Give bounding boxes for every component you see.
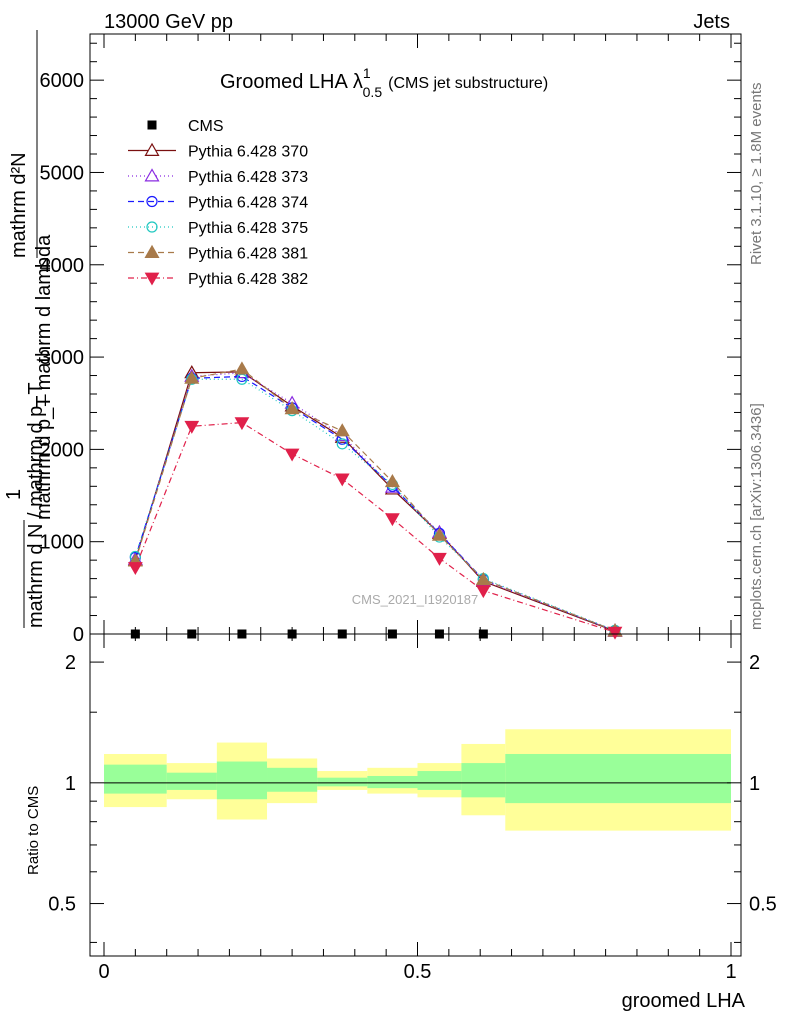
ratio-ytick-label-right: 2: [749, 652, 760, 674]
legend-marker: [144, 272, 160, 286]
data-point: [334, 423, 350, 437]
data-point: [127, 562, 143, 576]
main-ytick-label: 4000: [40, 255, 85, 277]
main-ylabel: mathrm d²N mathrm d p_T mathrm d lambda …: [3, 30, 55, 628]
data-point: [607, 626, 623, 640]
legend-marker: [147, 120, 157, 130]
data-point: [184, 370, 200, 384]
ylabel-line-3: 1: [3, 489, 25, 500]
plot-title-superscript: 1: [363, 65, 371, 81]
header-right: Jets: [693, 11, 730, 33]
plot-title-subscript: 0.5: [363, 84, 383, 100]
ratio-plot-frame: [89, 633, 742, 957]
xtick-label: 0.5: [404, 961, 432, 983]
data-point: [234, 361, 250, 375]
data-point: [184, 420, 200, 434]
legend-item: Pythia 6.428 381: [128, 244, 308, 263]
legend-item: Pythia 6.428 373: [128, 168, 308, 186]
mcplots-label: mcplots.cern.ch [arXiv:1306.3436]: [748, 403, 765, 630]
plot-title: Groomed LHA λ1 0.5 (CMS jet substructure): [220, 65, 548, 100]
data-point: [475, 585, 491, 599]
legend-label: Pythia 6.428 373: [188, 169, 308, 186]
legend-label: CMS: [188, 118, 224, 135]
plot-title-text: Groomed LHA: [220, 71, 348, 93]
legend-label: Pythia 6.428 374: [188, 195, 308, 212]
ratio-ytick-label-right: 1: [749, 773, 760, 795]
xtick-label: 1: [725, 961, 736, 983]
ratio-band-inner: [417, 771, 462, 790]
legend-item: Pythia 6.428 375: [128, 220, 308, 237]
main-plot-panel: 1000 2000 3000 4000 5000 6000 0 CMS_2021_I1920…: [3, 30, 742, 646]
legend-marker: [144, 142, 160, 156]
legend-marker: [146, 221, 158, 233]
legend-label: Pythia 6.428 370: [188, 144, 308, 161]
ratio-ytick-label: 2: [65, 652, 76, 674]
ratio-band-inner: [267, 767, 318, 792]
legend-label: Pythia 6.428 382: [188, 271, 308, 288]
plot-title-symbol: λ: [353, 71, 363, 93]
data-point: [236, 373, 248, 385]
ratio-band-inner: [505, 753, 731, 804]
data-point: [431, 527, 447, 541]
main-ytick-label: 2000: [40, 439, 85, 461]
data-point: [334, 473, 350, 487]
legend-marker: [146, 195, 158, 208]
data-point: [384, 473, 400, 488]
legend-label: Pythia 6.428 375: [188, 220, 308, 237]
ylabel-line-2: mathrm d p_T mathrm d lambda: [33, 234, 55, 520]
rivet-label: Rivet 3.1.10, ≥ 1.8M events: [748, 83, 765, 266]
ratio-ytick-label-right: 0.5: [749, 894, 777, 916]
ratio-band-inner: [367, 775, 418, 789]
main-ytick-label: 0: [73, 624, 84, 646]
main-ytick-label: 1000: [40, 532, 85, 554]
legend-item: CMS: [147, 118, 224, 135]
main-ytick-label: 6000: [40, 70, 85, 92]
data-point: [284, 448, 300, 462]
plot-title-note: (CMS jet substructure): [388, 75, 548, 92]
data-point: [234, 417, 250, 431]
ratio-band-inner: [317, 777, 368, 787]
ratio-ylabel: Ratio to CMS: [25, 786, 42, 875]
ylabel-line-1: mathrm d²N: [8, 152, 30, 258]
legend-marker: [144, 168, 160, 182]
legend: CMS Pythia 6.428 370 Pythia 6.428 373 Pythi…: [128, 118, 308, 288]
ylabel-line-4: mathrm d N / mathrm d p_T: [25, 382, 47, 628]
xtick-label: 0: [98, 961, 109, 983]
data-point: [432, 552, 447, 566]
data-point: [336, 438, 348, 450]
legend-item: Pythia 6.428 374: [128, 195, 308, 212]
ratio-band-inner: [104, 764, 167, 794]
ratio-band-inner: [216, 761, 268, 800]
legend-marker: [144, 244, 160, 258]
header-left: 13000 GeV pp: [104, 11, 233, 33]
ratio-plot-panel: 0.5 0.5 1 1 2 2 0 0.5 1 Ratio to CMS groomed LH…: [25, 633, 777, 1012]
ratio-band-inner: [166, 772, 217, 790]
x-axis-label: groomed LHA: [622, 990, 746, 1012]
ratio-ytick-label: 0.5: [48, 894, 76, 916]
series-6: [127, 417, 623, 640]
legend-item: Pythia 6.428 382: [128, 271, 308, 288]
legend-label: Pythia 6.428 381: [188, 246, 308, 263]
ratio-ytick-label: 1: [65, 773, 76, 795]
data-point: [284, 401, 300, 415]
data-point: [475, 571, 491, 586]
watermark: CMS_2021_I1920187: [352, 592, 479, 607]
legend-item: Pythia 6.428 370: [128, 142, 308, 161]
main-ytick-label: 3000: [40, 347, 85, 369]
data-point: [385, 513, 400, 527]
ratio-band-inner: [461, 763, 506, 798]
main-ytick-label: 5000: [40, 162, 85, 184]
